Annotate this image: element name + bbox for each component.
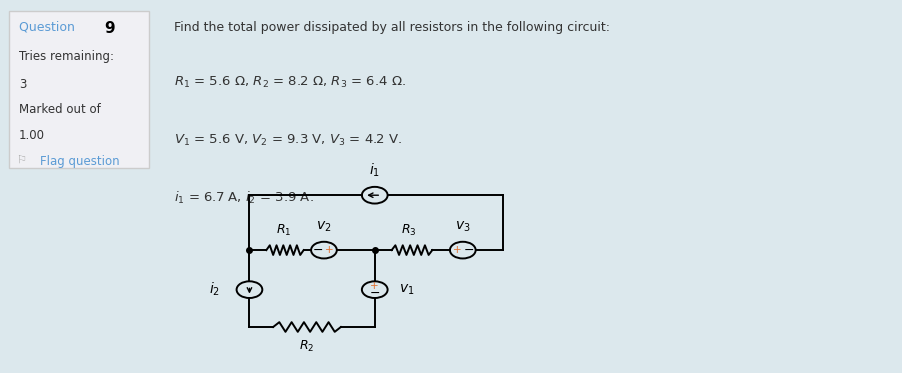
Text: $V_1$ = 5.6 V, $V_2$ = 9.3 V, $V_3$ = 4.2 V.: $V_1$ = 5.6 V, $V_2$ = 9.3 V, $V_3$ = 4.…	[174, 132, 402, 147]
Text: $v_1$: $v_1$	[399, 282, 414, 297]
Text: $v_2$: $v_2$	[316, 220, 331, 234]
Text: +: +	[452, 245, 461, 255]
Text: 1.00: 1.00	[19, 129, 45, 142]
Text: $i_1$ = 6.7 A, $i_2$ = 3.9 A.: $i_1$ = 6.7 A, $i_2$ = 3.9 A.	[174, 190, 314, 206]
Text: −: −	[313, 244, 323, 257]
Text: $i_2$: $i_2$	[208, 281, 219, 298]
Text: $R_3$: $R_3$	[400, 223, 416, 238]
Text: Flag question: Flag question	[40, 155, 119, 168]
Text: $R_1$: $R_1$	[275, 223, 290, 238]
Text: ⚐: ⚐	[16, 155, 26, 165]
Text: $R_1$ = 5.6 $\Omega$, $R_2$ = 8.2 $\Omega$, $R_3$ = 6.4 $\Omega$.: $R_1$ = 5.6 $\Omega$, $R_2$ = 8.2 $\Omeg…	[174, 75, 406, 90]
Text: $v_3$: $v_3$	[455, 220, 470, 234]
Text: +: +	[370, 281, 379, 291]
Text: −: −	[369, 287, 380, 300]
Text: Marked out of: Marked out of	[19, 103, 101, 116]
Text: $i_1$: $i_1$	[369, 162, 380, 179]
Text: $R_2$: $R_2$	[299, 339, 314, 354]
Text: −: −	[463, 244, 474, 257]
Text: 9: 9	[105, 21, 115, 35]
Text: Tries remaining:: Tries remaining:	[19, 50, 114, 63]
Text: Find the total power dissipated by all resistors in the following circuit:: Find the total power dissipated by all r…	[174, 21, 610, 34]
Text: +: +	[325, 245, 334, 255]
FancyBboxPatch shape	[9, 11, 148, 168]
Text: 3: 3	[19, 78, 26, 91]
Text: Question: Question	[19, 21, 78, 34]
